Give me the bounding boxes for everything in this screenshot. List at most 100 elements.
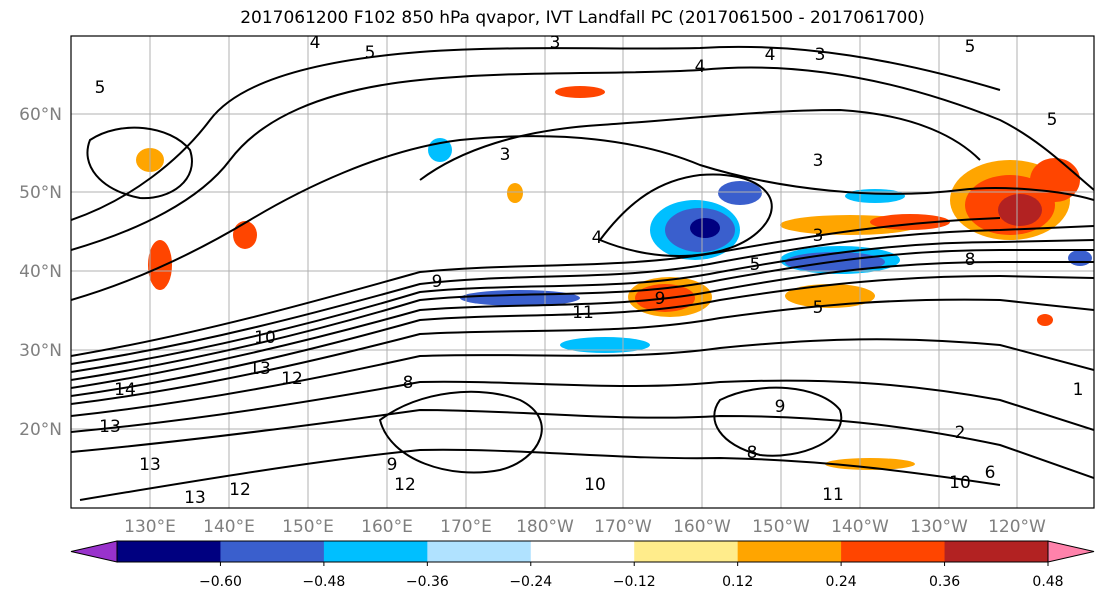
colorbar-tick-label: −0.24	[509, 574, 552, 590]
lat-label: 20°N	[19, 420, 62, 440]
lon-label: 130°W	[910, 517, 968, 537]
colorbar-segment	[530, 541, 635, 562]
latitude-labels: 60°N 50°N 40°N 30°N 20°N	[19, 105, 62, 440]
contour-label: 5	[1047, 110, 1058, 130]
contour-label: 4	[695, 57, 706, 77]
colorbar-segment	[323, 541, 428, 562]
contour-label: 1	[1073, 380, 1084, 400]
lon-label: 170°E	[440, 517, 492, 537]
contour-label: 4	[310, 33, 321, 53]
colorbar-tick-label: −0.60	[199, 574, 242, 590]
contour-label: 12	[281, 369, 303, 389]
contour-label: 11	[822, 485, 844, 505]
lat-label: 50°N	[19, 183, 62, 203]
contour-label: 13	[184, 488, 206, 508]
lon-label: 120°W	[988, 517, 1046, 537]
contour-label: 4	[765, 45, 776, 65]
lat-label: 30°N	[19, 341, 62, 361]
colorbar-tick-label: −0.48	[302, 574, 345, 590]
colorbar-tick-label: 0.24	[826, 574, 857, 590]
contour-label: 3	[550, 33, 561, 53]
contour-label: 5	[95, 78, 106, 98]
positive-anomaly-region	[233, 221, 257, 249]
lat-label: 40°N	[19, 262, 62, 282]
contour-label: 14	[114, 380, 136, 400]
negative-anomaly-region	[845, 189, 905, 203]
colorbar-tick-label: −0.36	[406, 574, 449, 590]
colorbar-segment	[427, 541, 532, 562]
positive-anomaly-region	[998, 194, 1042, 226]
colorbar-segment	[737, 541, 842, 562]
colorbar	[70, 540, 1095, 563]
contour-label: 3	[500, 145, 511, 165]
contour-label: 10	[949, 473, 971, 493]
lon-label: 160°E	[361, 517, 413, 537]
contour-label: 6	[985, 463, 996, 483]
ivt-contours	[71, 45, 1094, 501]
contour-label: 3	[813, 151, 824, 171]
lon-label: 140°W	[831, 517, 889, 537]
lat-label: 60°N	[19, 105, 62, 125]
contour-label: 5	[750, 255, 761, 275]
colorbar-outline	[116, 540, 1049, 563]
colorbar-segment	[117, 541, 221, 562]
contour-label: 9	[432, 272, 443, 292]
contour-label: 13	[249, 359, 271, 379]
positive-anomaly-region	[148, 240, 172, 290]
colorbar-extend-low	[70, 540, 118, 563]
contour-label: 2	[955, 423, 966, 443]
gridlines	[71, 36, 1094, 508]
contour-label: 8	[965, 250, 976, 270]
map-title: 2017061200 F102 850 hPa qvapor, IVT Land…	[240, 8, 925, 28]
negative-anomaly-region	[460, 290, 580, 306]
colorbar-tick-label: 0.12	[722, 574, 753, 590]
contour-label: 3	[815, 45, 826, 65]
map-frame	[70, 35, 1095, 509]
positive-anomaly-region	[785, 284, 875, 308]
contour-label: 10	[254, 328, 276, 348]
contour-label: 8	[403, 373, 414, 393]
contour-label: 8	[747, 443, 758, 463]
colorbar-extend-high	[1047, 540, 1095, 563]
colorbar-segment	[220, 541, 325, 562]
negative-anomaly-region	[718, 181, 762, 205]
lon-label: 150°W	[752, 517, 810, 537]
lon-label: 150°E	[282, 517, 334, 537]
contour-label: 12	[229, 480, 251, 500]
colorbar-segment	[634, 541, 739, 562]
positive-anomaly-region	[555, 86, 605, 98]
positive-anomaly-region	[1037, 314, 1053, 326]
contour-label: 5	[365, 43, 376, 63]
lon-label: 160°W	[673, 517, 731, 537]
colorbar-segment	[841, 541, 946, 562]
negative-anomaly-region	[560, 337, 650, 353]
contour-label: 10	[584, 475, 606, 495]
positive-anomaly-region	[825, 458, 915, 470]
contour-label: 11	[572, 303, 594, 323]
colorbar-tick-label: 0.48	[1032, 574, 1063, 590]
lon-label: 170°W	[594, 517, 652, 537]
negative-anomaly-region	[1068, 250, 1092, 266]
contour-label: 9	[387, 455, 398, 475]
contour-label: 4	[592, 228, 603, 248]
lon-label: 140°E	[203, 517, 255, 537]
colorbar-tick-label: −0.12	[613, 574, 656, 590]
positive-anomaly-region	[507, 183, 523, 203]
contour-label: 9	[655, 289, 666, 309]
contour-label: 5	[965, 37, 976, 57]
lon-label: 130°E	[124, 517, 176, 537]
colorbar-segment	[944, 541, 1049, 562]
contour-label: 12	[394, 475, 416, 495]
contour-label: 13	[139, 455, 161, 475]
lon-label: 180°W	[516, 517, 574, 537]
contour-label: 13	[99, 417, 121, 437]
colorbar-tick-label: 0.36	[929, 574, 960, 590]
longitude-labels: 130°E 140°E 150°E 160°E 170°E 180°W 170°W 160°W…	[124, 517, 1046, 537]
colorbar-tick-labels: −0.60 −0.48 −0.36 −0.24 −0.12 0.12 0.24 0.36 0.4…	[199, 562, 1064, 590]
contour-label: 5	[813, 298, 824, 318]
negative-anomaly-region	[690, 218, 720, 238]
contour-label: 3	[813, 226, 824, 246]
